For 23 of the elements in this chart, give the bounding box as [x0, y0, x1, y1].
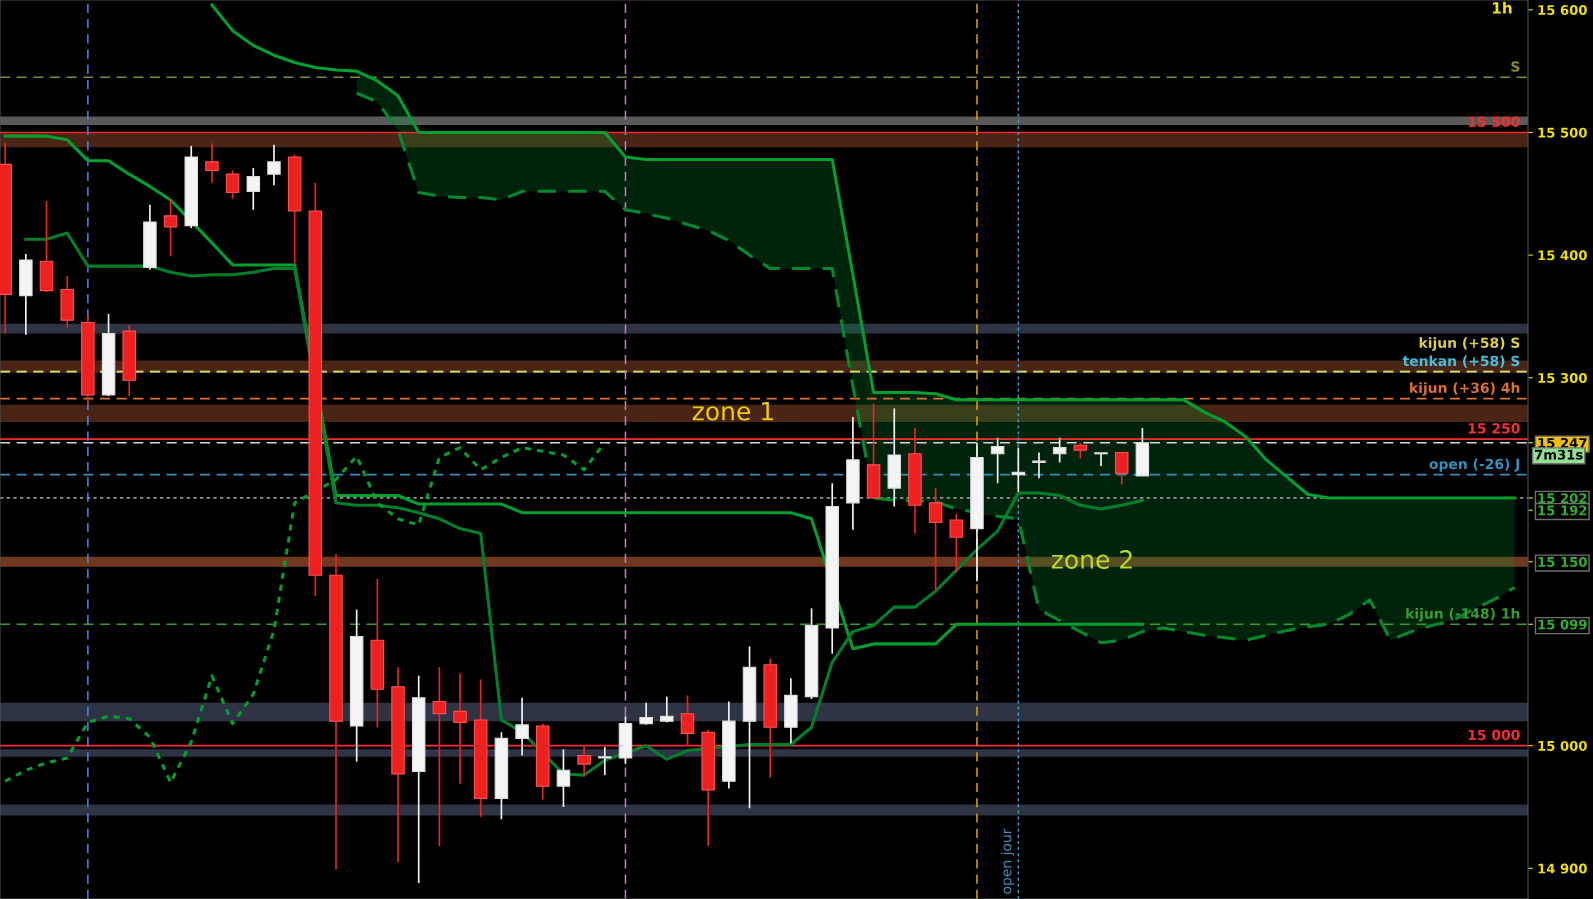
ref-line-label: 15 500: [1468, 116, 1520, 127]
y-tick-label: 15 192: [1538, 505, 1587, 516]
ref-line-label: 15 250: [1468, 423, 1520, 434]
y-tick-label: 15 500: [1538, 127, 1587, 138]
ref-line-label: kijun (+58) S: [1419, 337, 1520, 351]
chart-title: 1h: [1492, 1, 1512, 14]
y-tick-label: 15 247: [1538, 437, 1587, 448]
ref-line-label: 15 000: [1468, 729, 1520, 741]
y-tick-label: 14 900: [1538, 863, 1587, 874]
ref-line-label: tenkan (+58) S: [1402, 355, 1520, 368]
annotation: open jour: [1000, 828, 1015, 894]
ref-line-label: S: [1511, 61, 1520, 72]
y-tick-label: 15 202: [1538, 493, 1587, 504]
ref-line-label: open (-26) J: [1429, 458, 1520, 472]
y-tick-label: 15 150: [1538, 556, 1587, 567]
y-tick-label: 15 600: [1538, 5, 1587, 16]
ref-line-label: kijun (+36) 4h: [1410, 382, 1520, 396]
band-label: zone 1: [692, 401, 773, 421]
text: 7m31s: [1534, 449, 1583, 460]
y-tick-label: 15 300: [1538, 372, 1587, 383]
y-tick-label: 15 400: [1538, 250, 1587, 261]
y-tick-label: 15 099: [1538, 619, 1587, 630]
y-tick-label: 15 000: [1538, 740, 1587, 751]
